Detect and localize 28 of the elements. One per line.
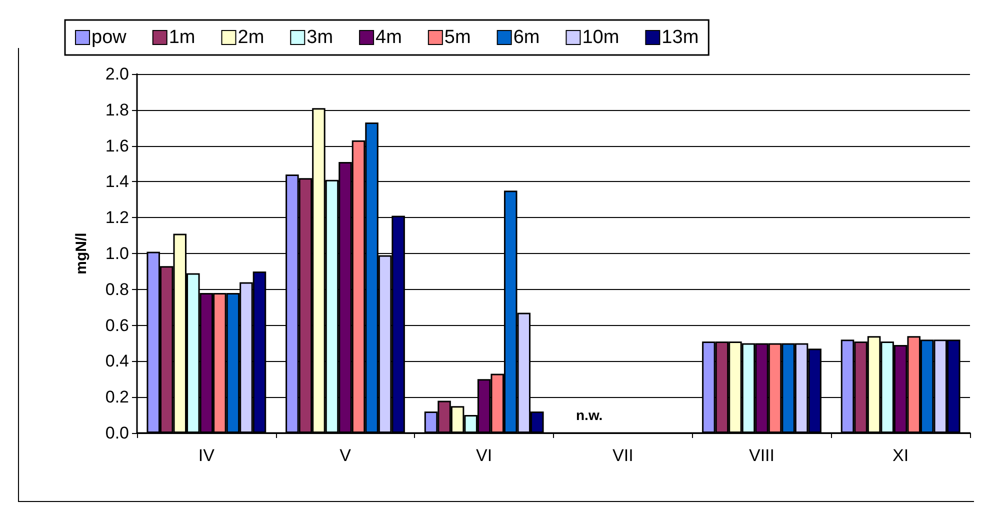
x-tick-label: XI	[892, 446, 909, 465]
y-tick-label: 0.2	[105, 388, 129, 407]
y-tick-label: 0.4	[105, 352, 129, 371]
x-tick-label: V	[340, 446, 352, 465]
y-tick-label: 0.0	[105, 424, 129, 442]
y-tick-label: 1.4	[105, 172, 129, 192]
legend-label: 3m	[306, 27, 334, 48]
y-tick-label: 1.2	[105, 208, 129, 228]
legend-label: 6m	[513, 27, 540, 48]
y-tick-label: 0.6	[105, 316, 129, 335]
x-tick-label: VI	[476, 446, 492, 465]
y-tick-label: 1.6	[105, 136, 129, 156]
y-tick-label: 0.8	[105, 280, 129, 299]
x-tick-label: VII	[612, 446, 634, 465]
legend-label: 5m	[444, 27, 471, 48]
legend-label: 13m	[662, 27, 699, 48]
legend-label: pow	[92, 27, 127, 48]
legend-label: 2m	[238, 27, 264, 48]
x-tick-label: IV	[198, 446, 216, 465]
y-tick-label: 1.0	[105, 244, 129, 263]
legend-label: 10m	[582, 27, 620, 48]
y-tick-label: 2.0	[105, 64, 129, 84]
y-axis-title: mgN/l	[73, 232, 90, 274]
annotation: n.w.	[576, 407, 603, 423]
legend-label: 1m	[168, 27, 196, 48]
x-tick-label: VIII	[748, 446, 775, 465]
legend-label: 4m	[376, 27, 402, 48]
y-tick-label: 1.8	[105, 100, 129, 120]
